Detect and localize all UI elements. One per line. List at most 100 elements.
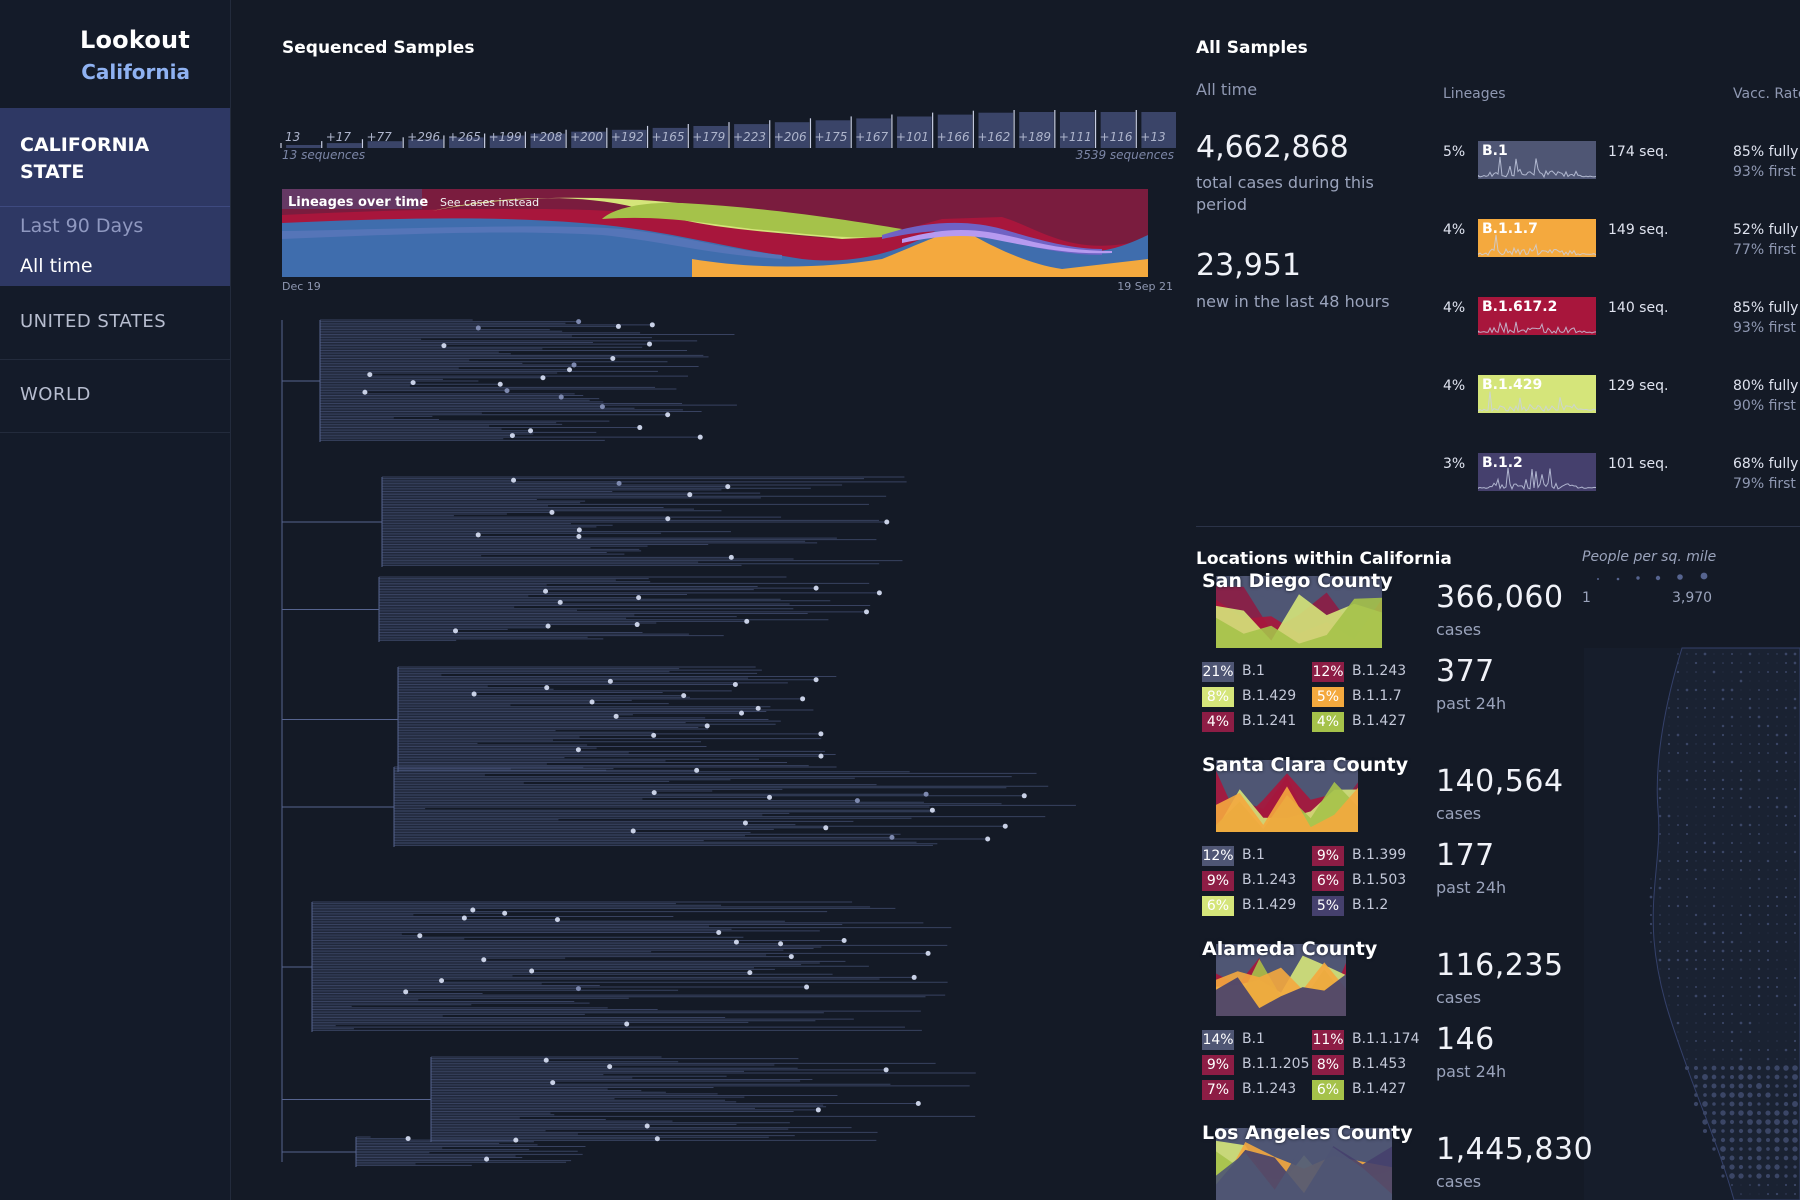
lineage-chip-label[interactable]: B.1.1.205 [1242, 1056, 1310, 1072]
density-dot [1749, 680, 1751, 682]
density-dot [1748, 913, 1752, 917]
density-dot [1668, 860, 1670, 862]
density-dot [1695, 698, 1697, 700]
density-dot [1776, 671, 1778, 673]
lineage-share-chip: 6% [1202, 896, 1234, 916]
california-density-map[interactable] [1584, 640, 1800, 1200]
lineage-chip-label[interactable]: B.1 [1242, 1031, 1265, 1047]
tree-leaf-dot [550, 1080, 556, 1086]
density-dot [1767, 824, 1769, 826]
lineage-chip-label[interactable]: B.1.243 [1242, 872, 1297, 888]
lineage-chip-label[interactable]: B.1.427 [1352, 1081, 1407, 1097]
time-option-last-90-days[interactable]: Last 90 Days [20, 215, 144, 237]
density-dot [1721, 850, 1725, 854]
lineage-chip-label[interactable]: B.1.241 [1242, 713, 1297, 729]
county-lineage-chart[interactable] [1216, 944, 1346, 1016]
lineage-sparkline-card[interactable]: B.1.429 [1477, 375, 1599, 413]
lineage-chip-label[interactable]: B.1 [1242, 847, 1265, 863]
density-dot [1747, 1119, 1753, 1125]
density-dot [1767, 878, 1769, 880]
timeline-bar [774, 122, 810, 148]
density-dot [1739, 1147, 1743, 1151]
density-dot [1668, 698, 1670, 700]
period-label: All time [1196, 80, 1258, 99]
density-dot [1731, 734, 1733, 736]
density-dot [1767, 752, 1769, 754]
density-dot [1676, 733, 1680, 737]
density-dot [1703, 1066, 1707, 1070]
lineage-chip-label[interactable]: B.1.399 [1352, 847, 1407, 863]
tree-leaf-dot [704, 723, 710, 729]
lineage-chip-label[interactable]: B.1.1.174 [1352, 1031, 1420, 1047]
density-dot [1720, 1092, 1726, 1098]
sidebar-section-california[interactable]: CALIFORNIA STATE [0, 108, 230, 286]
density-dot [1703, 841, 1707, 845]
density-dot [1676, 949, 1680, 953]
lineage-chip-label[interactable]: B.1.453 [1352, 1056, 1407, 1072]
density-dot [1704, 950, 1706, 952]
sidebar-item-world[interactable]: WORLD [0, 360, 230, 433]
density-dot [1695, 941, 1697, 943]
sidebar-item-united-states[interactable]: UNITED STATES [0, 287, 230, 360]
density-dot [1757, 1075, 1761, 1079]
tree-leaf-dot [543, 588, 549, 594]
sequence-timeline[interactable] [280, 100, 1176, 150]
county-lineage-chart[interactable] [1216, 760, 1358, 832]
density-dot [1686, 662, 1688, 664]
lineage-sparkline-card[interactable]: B.1.2 [1477, 453, 1599, 491]
county-name[interactable]: Los Angeles County [1202, 1122, 1413, 1144]
timeline-tick-label: +165 [651, 130, 685, 144]
lineage-chip-label[interactable]: B.1.243 [1242, 1081, 1297, 1097]
lineage-sparkline-card[interactable]: B.1.1.7 [1477, 219, 1599, 257]
lineage-sparkline-card[interactable]: B.1.617.2 [1477, 297, 1599, 335]
density-dot [1731, 959, 1733, 961]
density-dot [1749, 752, 1751, 754]
lineage-chip-label[interactable]: B.1.243 [1352, 663, 1407, 679]
lineage-sparkline-card[interactable]: B.1 [1477, 141, 1599, 179]
tree-leaf-dot [571, 362, 577, 368]
lineage-chip-label[interactable]: B.1.429 [1242, 897, 1297, 913]
density-dot [1695, 779, 1697, 781]
lineage-chip-label[interactable]: B.1.427 [1352, 713, 1407, 729]
tree-leaf-dot [813, 585, 819, 591]
timeline-tick-label: +223 [733, 130, 766, 144]
tree-leaf-dot [634, 622, 640, 628]
density-dot [1713, 1040, 1715, 1042]
sparkline [1477, 467, 1599, 491]
density-dot [1676, 715, 1680, 719]
density-dot [1774, 1164, 1780, 1170]
lineage-chip-label[interactable]: B.1 [1242, 663, 1265, 679]
density-dot [1659, 905, 1661, 907]
density-dot [1695, 1049, 1697, 1051]
density-dot [1740, 1013, 1742, 1015]
lineages-over-time-chart[interactable]: Lineages over time See cases instead [282, 189, 1148, 277]
density-dot [1738, 1065, 1744, 1071]
lineage-chip-label[interactable]: B.1.1.7 [1352, 688, 1402, 704]
density-dot [1686, 698, 1688, 700]
county-lineage-chart[interactable] [1216, 576, 1382, 648]
county-name[interactable]: Santa Clara County [1202, 754, 1409, 776]
density-dot [1694, 1084, 1698, 1088]
density-dot [1784, 1075, 1788, 1079]
county-lineage-chart[interactable] [1216, 1128, 1392, 1200]
density-dot [1650, 941, 1652, 943]
density-dot [1686, 1013, 1688, 1015]
lineage-chip-label[interactable]: B.1.503 [1352, 872, 1407, 888]
lineage-chip-label[interactable]: B.1.429 [1242, 688, 1297, 704]
density-dot [1704, 932, 1706, 934]
lineage-name: B.1.1.7 [1482, 221, 1538, 237]
lineage-chip-label[interactable]: B.1.2 [1352, 897, 1389, 913]
time-option-all-time[interactable]: All time [20, 255, 93, 277]
county-name[interactable]: Alameda County [1202, 938, 1378, 960]
phylogenetic-tree[interactable] [280, 312, 1180, 1174]
density-dot [1784, 1093, 1788, 1097]
see-cases-instead-link[interactable]: See cases instead [440, 196, 539, 209]
density-dot [1695, 1004, 1697, 1006]
density-dot [1794, 1022, 1796, 1024]
density-dot [1749, 1040, 1751, 1042]
density-dot [1676, 904, 1680, 908]
density-dot [1667, 742, 1671, 746]
county-cases-label: cases [1436, 1172, 1482, 1191]
density-dot [1731, 950, 1733, 952]
county-name[interactable]: San Diego County [1202, 570, 1393, 592]
